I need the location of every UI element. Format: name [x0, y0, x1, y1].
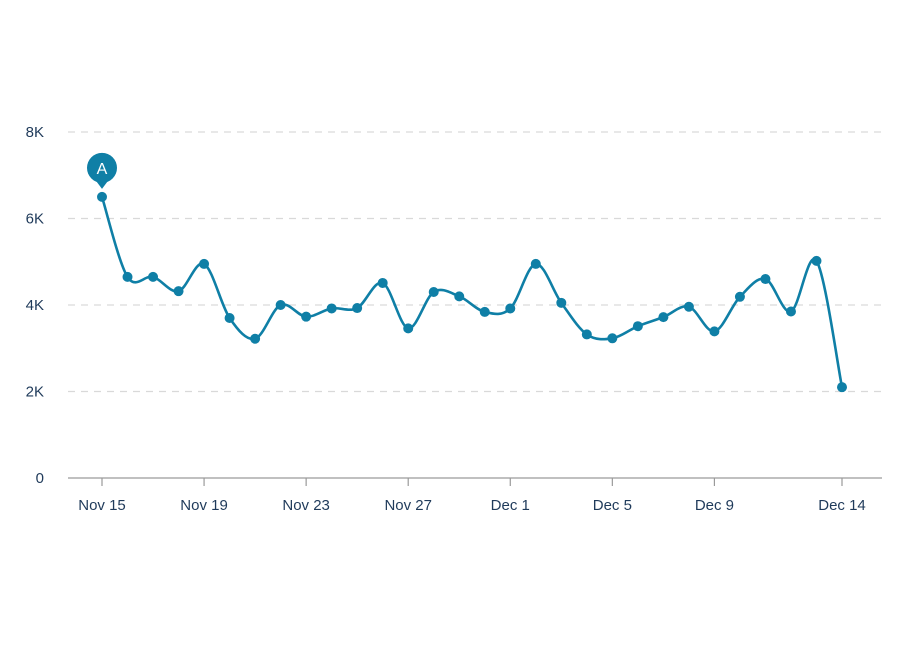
data-point-nov-15[interactable]	[97, 191, 107, 202]
y-tick-label: 8K	[26, 124, 44, 141]
data-point-nov-25[interactable]	[352, 303, 363, 314]
data-point-dec-4[interactable]	[581, 329, 592, 340]
data-point-nov-29[interactable]	[454, 291, 465, 302]
annotation-label: A	[97, 161, 108, 178]
data-point-dec-6[interactable]	[632, 321, 643, 332]
grid-lines	[68, 131, 882, 393]
data-point-nov-17[interactable]	[148, 271, 159, 282]
data-point-nov-18[interactable]	[173, 286, 184, 297]
data-point-nov-24[interactable]	[326, 303, 337, 314]
data-point-nov-26[interactable]	[377, 277, 388, 288]
data-point-nov-16[interactable]	[122, 271, 133, 282]
data-point-nov-27[interactable]	[403, 323, 414, 334]
data-point-dec-11[interactable]	[760, 274, 771, 285]
data-point-dec-13[interactable]	[811, 255, 822, 266]
data-point-dec-12[interactable]	[785, 306, 796, 317]
annotations: A	[87, 152, 117, 189]
data-point-nov-20[interactable]	[224, 312, 235, 323]
data-point-dec-14[interactable]	[837, 382, 847, 393]
x-tick-label: Nov 23	[282, 497, 330, 514]
data-point-dec-1[interactable]	[505, 303, 516, 314]
data-point-nov-22[interactable]	[275, 300, 286, 310]
x-tick-label: Dec 9	[695, 497, 734, 514]
series-line	[100, 195, 844, 389]
data-point-dec-2[interactable]	[530, 258, 541, 269]
data-point-dec-5[interactable]	[607, 333, 618, 344]
data-point-nov-28[interactable]	[428, 287, 439, 298]
axes: 0 2K 4K 6K 8K Nov 15 Nov 19 Nov 23 Nov 27 Dec 1 De…	[26, 124, 882, 514]
y-tick-label: 4K	[26, 297, 44, 314]
annotation-marker-a[interactable]: A	[87, 152, 117, 189]
x-tick-label: Dec 1	[491, 497, 530, 514]
x-tick-label: Dec 14	[818, 497, 866, 514]
annotation-pin-tail	[96, 180, 108, 189]
data-point-dec-10[interactable]	[734, 291, 745, 302]
y-tick-label: 2K	[26, 384, 44, 401]
data-point-dec-9[interactable]	[709, 326, 720, 337]
x-tick-label: Nov 15	[78, 497, 126, 514]
data-point-nov-23[interactable]	[301, 311, 312, 322]
x-tick-label: Nov 19	[180, 497, 228, 514]
series-0	[97, 191, 847, 393]
x-tick-label: Dec 5	[593, 497, 632, 514]
annotation-pin-head	[87, 152, 117, 183]
data-point-nov-19[interactable]	[199, 258, 210, 269]
y-tick-label: 6K	[26, 211, 44, 228]
data-point-dec-7[interactable]	[658, 312, 669, 323]
data-point-dec-3[interactable]	[556, 297, 567, 308]
data-point-dec-8[interactable]	[683, 301, 694, 312]
x-tick-label: Nov 27	[384, 497, 432, 514]
data-point-nov-21[interactable]	[250, 333, 261, 344]
y-tick-label: 0	[36, 470, 44, 487]
data-point-nov-30[interactable]	[479, 306, 490, 317]
